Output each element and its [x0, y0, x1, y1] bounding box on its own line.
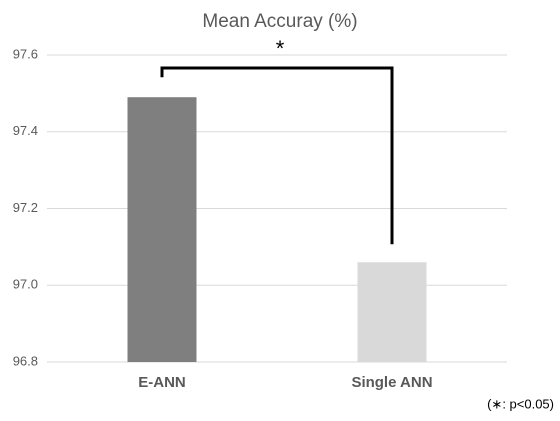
x-tick-label: Single ANN	[351, 374, 432, 391]
y-tick-label: 97.0	[13, 277, 38, 292]
bar	[357, 262, 427, 362]
y-tick-label: 96.8	[13, 353, 38, 368]
note: (∗: p<0.05)	[487, 396, 554, 411]
y-tick-label: 97.4	[13, 123, 38, 138]
bar	[127, 97, 197, 363]
significance-bracket	[160, 66, 394, 245]
chart-title: Mean Accuray (%)	[202, 11, 357, 32]
y-tick-label: 97.6	[13, 46, 38, 61]
significance-label: *	[276, 36, 285, 61]
x-tick-label: E-ANN	[138, 374, 186, 391]
y-tick-label: 97.2	[13, 200, 38, 215]
